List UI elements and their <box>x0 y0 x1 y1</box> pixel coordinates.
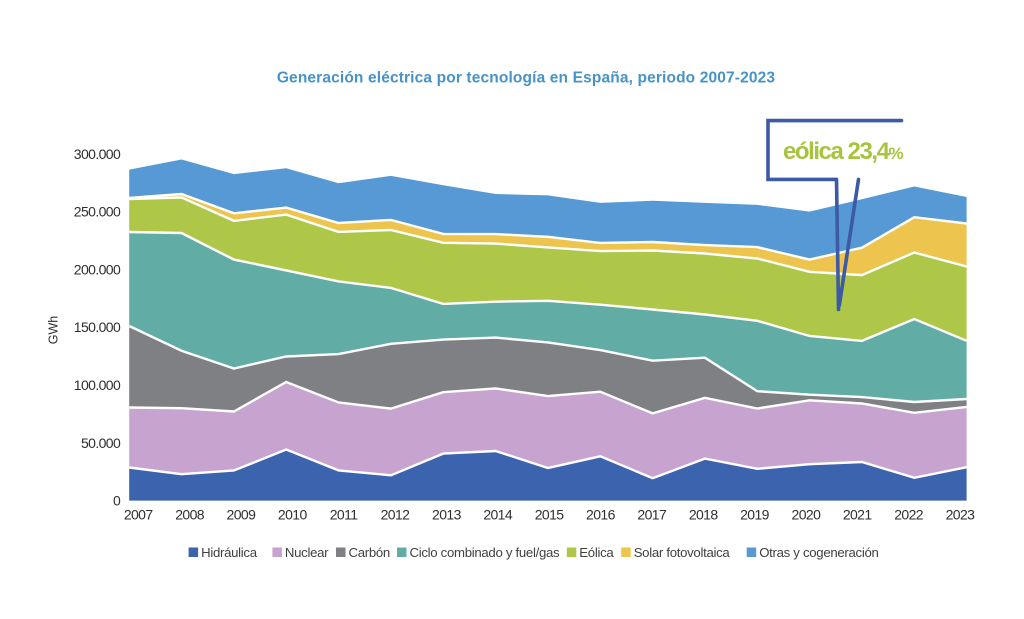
svg-text:300.000: 300.000 <box>74 146 121 162</box>
svg-text:2018: 2018 <box>689 506 719 522</box>
svg-text:2011: 2011 <box>330 506 359 522</box>
svg-text:Ciclo combinado y fuel/gas: Ciclo combinado y fuel/gas <box>410 545 561 560</box>
svg-text:Hidráulica: Hidráulica <box>201 545 258 560</box>
svg-text:150.000: 150.000 <box>74 319 121 335</box>
svg-text:2007: 2007 <box>124 506 154 522</box>
svg-text:GWh: GWh <box>47 316 61 345</box>
svg-text:Solar fotovoltaica: Solar fotovoltaica <box>634 545 731 560</box>
svg-text:2017: 2017 <box>637 506 667 522</box>
svg-text:250.000: 250.000 <box>74 204 121 220</box>
svg-text:2014: 2014 <box>483 506 513 522</box>
svg-text:2022: 2022 <box>894 506 924 522</box>
svg-text:100.000: 100.000 <box>74 377 121 393</box>
svg-text:2008: 2008 <box>175 506 205 522</box>
svg-text:Nuclear: Nuclear <box>285 545 329 560</box>
svg-text:2019: 2019 <box>740 506 770 522</box>
svg-text:2023: 2023 <box>946 506 976 522</box>
svg-text:2010: 2010 <box>278 506 308 522</box>
svg-text:0: 0 <box>113 493 121 509</box>
svg-text:2015: 2015 <box>535 506 565 522</box>
svg-text:2013: 2013 <box>432 506 462 522</box>
svg-text:Generación eléctrica por tecno: Generación eléctrica por tecnología en E… <box>277 70 775 87</box>
svg-text:eólica 23,4%: eólica 23,4% <box>783 138 904 165</box>
svg-text:2009: 2009 <box>227 506 257 522</box>
svg-text:Carbón: Carbón <box>349 545 390 560</box>
svg-text:200.000: 200.000 <box>74 261 121 277</box>
svg-text:2021: 2021 <box>843 506 873 522</box>
svg-text:2020: 2020 <box>792 506 822 522</box>
svg-text:Eólica: Eólica <box>579 545 614 560</box>
svg-text:Otras y cogeneración: Otras y cogeneración <box>759 545 878 560</box>
svg-text:50.000: 50.000 <box>81 435 121 451</box>
svg-text:2012: 2012 <box>381 506 411 522</box>
svg-text:2016: 2016 <box>586 506 616 522</box>
